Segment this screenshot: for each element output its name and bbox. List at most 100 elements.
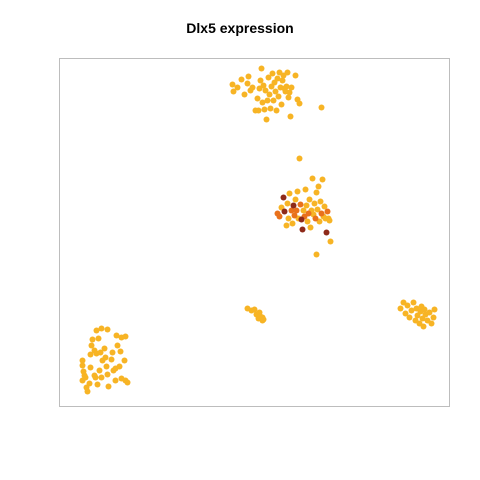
scatter-point	[280, 194, 287, 201]
scatter-point	[292, 196, 299, 203]
scatter-point	[284, 69, 291, 76]
scatter-point	[260, 316, 267, 323]
scatter-point	[241, 91, 248, 98]
scatter-point	[87, 351, 94, 358]
scatter-point	[304, 218, 311, 225]
scatter-point	[270, 97, 277, 104]
scatter-point	[122, 333, 129, 340]
scatter-point	[257, 77, 264, 84]
scatter-point	[84, 388, 91, 395]
scatter-point	[292, 72, 299, 79]
scatter-point	[291, 212, 298, 219]
scatter-point	[104, 326, 111, 333]
scatter-point	[124, 379, 131, 386]
scatter-point	[421, 306, 428, 313]
scatter-point	[283, 222, 290, 229]
scatter-point	[279, 77, 286, 84]
scatter-point	[281, 208, 288, 215]
scatter-point	[315, 183, 322, 190]
scatter-point	[283, 83, 290, 90]
scatter-point	[297, 201, 304, 208]
scatter-point	[113, 332, 120, 339]
scatter-point	[275, 93, 282, 100]
scatter-point	[101, 345, 108, 352]
scatter-point	[313, 189, 320, 196]
scatter-point	[104, 371, 111, 378]
scatter-point	[95, 335, 102, 342]
scatter-point	[305, 210, 312, 217]
scatter-point	[244, 80, 251, 87]
scatter-point	[326, 217, 333, 224]
plot-frame	[59, 58, 450, 407]
scatter-point	[264, 97, 271, 104]
scatter-point	[254, 95, 261, 102]
scatter-point	[116, 363, 123, 370]
scatter-point	[296, 155, 303, 162]
scatter-point	[324, 208, 331, 215]
scatter-point	[285, 215, 292, 222]
scatter-point	[274, 75, 281, 82]
scatter-point	[311, 200, 318, 207]
scatter-point	[114, 342, 121, 349]
scatter-point	[92, 374, 99, 381]
scatter-point	[269, 70, 276, 77]
scatter-point	[323, 229, 330, 236]
scatter-point	[313, 251, 320, 258]
scatter-point	[321, 203, 328, 210]
scatter-point	[238, 76, 245, 83]
scatter-point	[258, 65, 265, 72]
scatter-point	[286, 190, 293, 197]
scatter-point	[287, 113, 294, 120]
scatter-point	[290, 202, 297, 209]
scatter-point	[300, 207, 307, 214]
scatter-point	[299, 226, 306, 233]
scatter-point	[420, 323, 427, 330]
points-layer	[79, 65, 438, 395]
scatter-point	[309, 175, 316, 182]
scatter-point	[93, 327, 100, 334]
scatter-point	[89, 336, 96, 343]
scatter-point	[97, 349, 104, 356]
scatter-point	[229, 81, 236, 88]
scatter-point	[397, 305, 404, 312]
scatter-point	[431, 306, 438, 313]
scatter-point	[318, 210, 325, 217]
scatter-point	[307, 224, 314, 231]
scatter-point	[259, 99, 266, 106]
scatter-point	[306, 196, 313, 203]
scatter-point	[88, 342, 95, 349]
scatter-point	[255, 107, 262, 114]
scatter-point	[260, 82, 267, 89]
scatter-point	[318, 104, 325, 111]
scatter-point	[293, 207, 300, 214]
scatter-point	[234, 84, 241, 91]
scatter-point	[108, 356, 115, 363]
scatter-point	[286, 89, 293, 96]
scatter-point	[298, 216, 305, 223]
scatter-point	[98, 374, 105, 381]
scatter-point	[112, 377, 119, 384]
scatter-point	[87, 364, 94, 371]
scatter-point	[265, 74, 272, 81]
scatter-point	[314, 206, 321, 213]
chart-title: Dlx5 expression	[186, 20, 294, 36]
scatter-point	[288, 207, 295, 214]
scatter-point	[272, 88, 279, 95]
scatter-point	[261, 106, 268, 113]
scatter-point	[406, 314, 413, 321]
scatter-point	[430, 314, 437, 321]
scatter-point	[276, 213, 283, 220]
scatter-point	[251, 306, 258, 313]
scatter-point	[230, 88, 237, 95]
scatter-point	[428, 320, 435, 327]
scatter-point	[103, 363, 110, 370]
scatter-point	[327, 238, 334, 245]
scatter-point	[402, 310, 409, 317]
scatter-point	[79, 362, 86, 369]
scatter-point	[79, 357, 86, 364]
scatter-point	[303, 202, 310, 209]
scatter-point	[109, 349, 116, 356]
scatter-point	[285, 94, 292, 101]
scatter-point	[96, 367, 103, 374]
